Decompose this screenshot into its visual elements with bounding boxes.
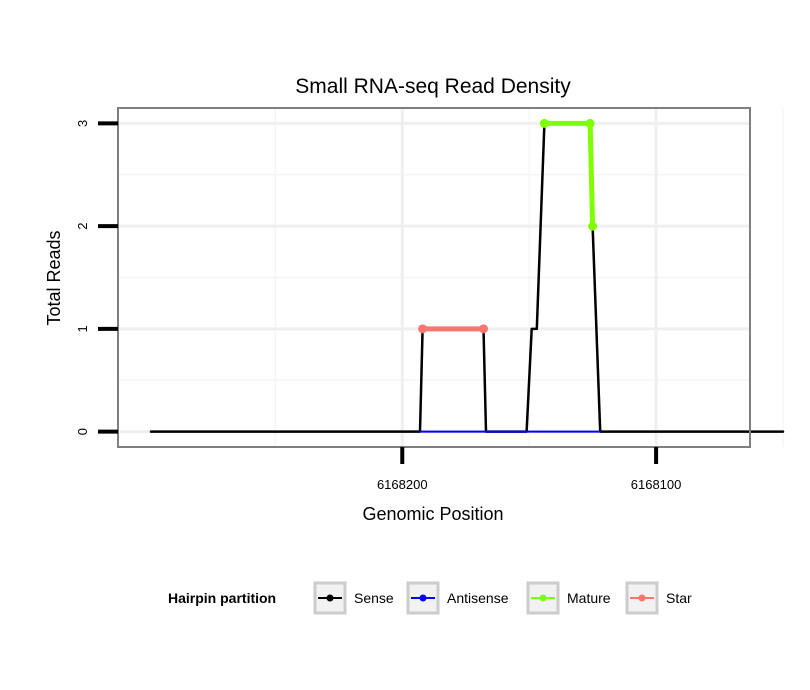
y-tick-label: 0 xyxy=(75,428,90,435)
y-tick-label: 3 xyxy=(75,120,90,127)
legend-key-point xyxy=(539,594,547,602)
y-axis-title: Total Reads xyxy=(44,230,64,325)
series-layer xyxy=(149,118,785,433)
grid-layer xyxy=(118,108,784,447)
legend-label: Sense xyxy=(354,590,394,606)
legend-key-point xyxy=(638,594,646,602)
mature-point xyxy=(539,118,549,128)
mature-point xyxy=(585,118,595,128)
star-series xyxy=(418,324,488,334)
x-tick-label: 6168200 xyxy=(377,477,428,492)
legend-item-antisense: Antisense xyxy=(406,581,509,615)
legend-label: Antisense xyxy=(447,590,509,606)
x-tick-label: 6168100 xyxy=(631,477,682,492)
legend-label: Star xyxy=(666,590,692,606)
star-point xyxy=(478,324,488,334)
y-tick-label: 2 xyxy=(75,223,90,230)
star-point xyxy=(418,324,428,334)
legend-label: Mature xyxy=(567,590,611,606)
chart-title: Small RNA-seq Read Density xyxy=(295,75,571,98)
mature-series xyxy=(539,118,598,231)
x-axis-title: Genomic Position xyxy=(362,504,503,524)
mature-point xyxy=(588,221,598,231)
legend-item-mature: Mature xyxy=(526,581,611,615)
legend-item-sense: Sense xyxy=(313,581,394,615)
legend-title: Hairpin partition xyxy=(168,590,276,606)
plot-panel-border xyxy=(117,107,751,448)
legend: Hairpin partition Sense Antisense Mature St… xyxy=(168,581,692,615)
legend-key-point xyxy=(326,594,334,602)
legend-key-point xyxy=(419,594,427,602)
legend-item-star: Star xyxy=(625,581,692,615)
y-tick-label: 1 xyxy=(75,325,90,332)
axis-layer: 6168200 6168100 0 1 2 3 xyxy=(75,120,681,492)
